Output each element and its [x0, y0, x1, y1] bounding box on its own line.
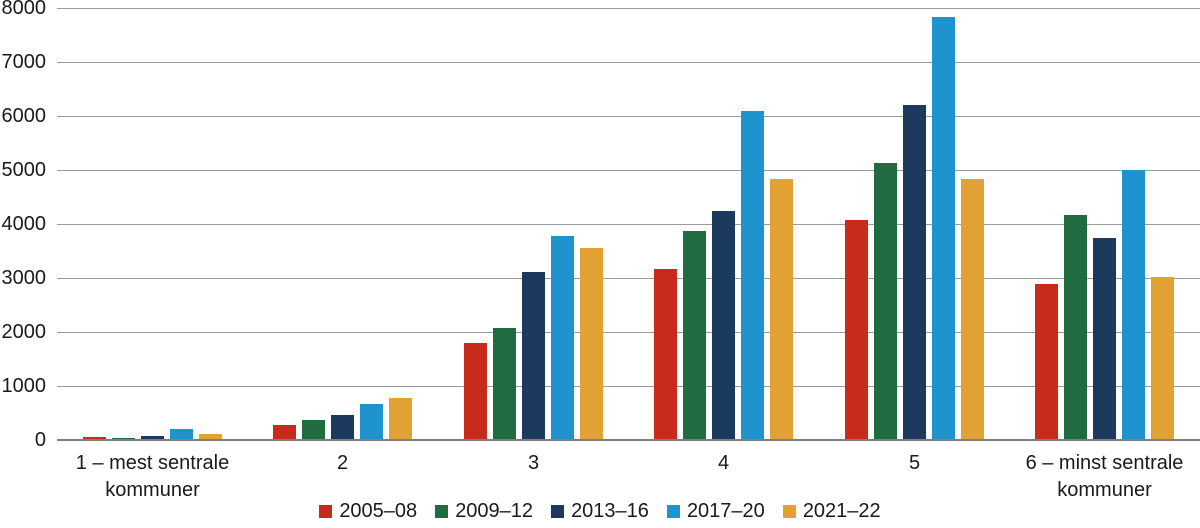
y-tick-label: 5000 [1, 159, 47, 181]
x-category-label: 5 [908, 452, 921, 474]
bar-series4-cat3 [770, 179, 793, 439]
y-tick-label: 0 [34, 429, 46, 451]
legend-item: 2021–22 [782, 500, 881, 522]
legend-swatch-icon [551, 504, 565, 518]
bar-series3-cat1 [360, 404, 383, 439]
y-tick-label: 8000 [1, 0, 47, 19]
bar-series0-cat4 [845, 220, 868, 439]
gridline [57, 8, 1200, 9]
bar-series0-cat1 [273, 425, 296, 439]
bar-series2-cat2 [522, 272, 545, 439]
bar-series3-cat2 [551, 236, 574, 439]
bar-series2-cat4 [903, 105, 926, 439]
bar-series4-cat5 [1151, 277, 1174, 439]
x-axis-line [57, 439, 1200, 441]
legend-item: 2005–08 [319, 501, 417, 521]
bar-series3-cat4 [932, 17, 955, 439]
bar-series3-cat5 [1122, 170, 1145, 439]
legend-item: 2017–20 [666, 500, 765, 522]
legend-swatch-icon [435, 504, 449, 518]
x-category-label: 6 – minst sentrale kommuner [1025, 452, 1184, 501]
bar-series2-cat1 [331, 415, 354, 439]
bar-series0-cat5 [1035, 284, 1058, 439]
bar-series4-cat0 [199, 434, 222, 439]
legend-label: 2005–08 [339, 500, 418, 522]
gridline [57, 332, 1200, 333]
bar-series1-cat0 [112, 438, 135, 439]
legend: 2005–08 2009–12 2013–16 2017–20 2021–22 [0, 501, 1200, 521]
gridline [57, 278, 1200, 279]
legend-swatch-icon [666, 504, 680, 518]
gridline [57, 116, 1200, 117]
x-category-label: 1 – mest sentrale kommuner [75, 452, 230, 501]
y-tick-label: 3000 [1, 267, 47, 289]
x-category-label: 4 [717, 452, 730, 474]
bar-series0-cat3 [654, 269, 677, 439]
y-tick-label: 4000 [1, 213, 47, 235]
legend-item: 2013–16 [551, 501, 649, 521]
x-category-label: 2 [336, 452, 349, 474]
bar-series3-cat3 [741, 111, 764, 439]
gridline [57, 170, 1200, 171]
bar-series4-cat1 [389, 398, 412, 439]
bar-series1-cat4 [874, 163, 897, 439]
bar-series1-cat3 [683, 231, 706, 439]
bar-series4-cat2 [580, 248, 603, 439]
bar-series1-cat5 [1064, 215, 1087, 439]
legend-swatch-icon [782, 504, 796, 518]
bar-series2-cat0 [141, 436, 164, 439]
legend-label: 2013–16 [571, 500, 649, 522]
bar-series1-cat2 [493, 328, 516, 439]
x-category-label: 3 [527, 452, 540, 474]
gridline [57, 386, 1200, 387]
bar-series4-cat4 [961, 179, 984, 439]
bar-series3-cat0 [170, 429, 193, 439]
gridline [57, 62, 1200, 63]
y-tick-label: 1000 [1, 375, 47, 397]
y-tick-label: 7000 [1, 51, 47, 73]
bar-series2-cat5 [1093, 238, 1116, 439]
bar-series0-cat0 [83, 437, 106, 439]
legend-label: 2021–22 [802, 500, 881, 522]
legend-swatch-icon [319, 504, 333, 518]
bar-series2-cat3 [712, 211, 735, 439]
legend-item: 2009–12 [435, 501, 533, 521]
y-tick-label: 2000 [1, 321, 47, 343]
legend-label: 2017–20 [686, 500, 765, 522]
bar-series1-cat1 [302, 420, 325, 439]
gridline [57, 224, 1200, 225]
y-tick-label: 6000 [1, 105, 47, 127]
bar-series0-cat2 [464, 343, 487, 439]
legend-label: 2009–12 [455, 500, 534, 522]
